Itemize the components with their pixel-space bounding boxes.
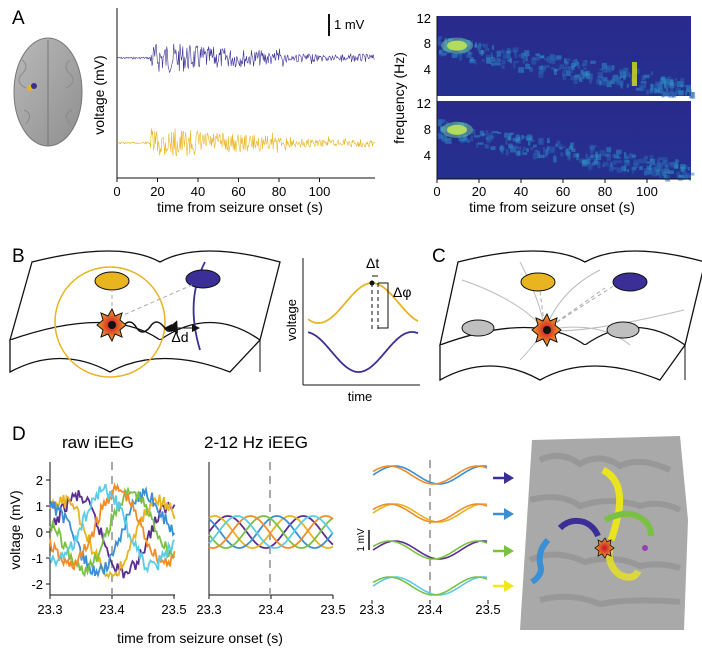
raw-ylabel: voltage (mV) (7, 490, 23, 569)
direction-arrow-icon (504, 508, 514, 520)
delta-d-label: Δd (171, 329, 188, 345)
pair-trace (372, 503, 488, 523)
cortex-schematic-c (439, 250, 702, 382)
scale-bar-label: 1 mV (334, 17, 365, 32)
d-xtick: 23.5 (320, 602, 345, 617)
voltage-xlabel: time from seizure onset (s) (157, 199, 323, 215)
d-xlabel: time from seizure onset (s) (117, 630, 283, 646)
direction-arrow-icon (504, 472, 514, 484)
pair-trace (372, 465, 488, 485)
voltage-xtick: 40 (191, 184, 205, 199)
spec-ytick: 12 (417, 11, 431, 26)
raw-trace (49, 485, 176, 579)
panel-label-c: C (432, 246, 446, 267)
voltage-xtick: 60 (231, 184, 245, 199)
spec-ytick: 4 (424, 62, 431, 77)
phase-plot-b: Δt Δφ voltage time (284, 255, 420, 404)
spec-ytick: 8 (424, 36, 431, 51)
direction-arrow-icon (504, 580, 514, 592)
panel-label-b: B (12, 246, 25, 267)
raw-traces (49, 482, 176, 580)
phase-ylabel: voltage (284, 299, 299, 341)
voltage-xtick: 0 (113, 184, 120, 199)
d-xtick: 23.4 (99, 602, 124, 617)
delta-phi-label: Δφ (393, 284, 411, 300)
spec-xtick: 80 (598, 184, 612, 199)
voltage-xtick: 80 (272, 184, 286, 199)
raw-ytick: -1 (31, 551, 43, 566)
yellow-voltage-trace (116, 128, 375, 157)
raw-ytick: 0 (36, 525, 43, 540)
pair-scale-label: 1 mV (356, 528, 367, 552)
voltage-xtick: 100 (309, 184, 331, 199)
voltage-xticks: 0 20 40 60 80 100 (113, 178, 330, 199)
filtered-trace (208, 515, 334, 549)
pair-trace (372, 540, 488, 560)
spec-xtick: 0 (433, 184, 440, 199)
direction-arrow-icon (504, 545, 514, 557)
spec-ytick: 8 (424, 122, 431, 137)
spec-xtick: 40 (514, 184, 528, 199)
pair-xtick: 23.5 (475, 602, 500, 617)
purple-voltage-trace (116, 43, 375, 74)
panel-label-d: D (12, 424, 26, 445)
d-xtick: 23.3 (196, 602, 221, 617)
purple-electrode-dot (31, 83, 37, 89)
spec-ytick: 12 (417, 96, 431, 111)
d-xtick: 23.3 (37, 602, 62, 617)
raw-ytick: 1 (36, 499, 43, 514)
spec-xtick: 100 (636, 184, 658, 199)
d-xtick: 23.4 (258, 602, 283, 617)
filtered-trace (208, 515, 334, 549)
raw-ytick: -2 (31, 577, 43, 592)
raw-trace (49, 483, 176, 574)
yellow-phase-wave (307, 282, 419, 324)
raw-trace (49, 490, 176, 579)
spectrogram-top (437, 16, 696, 99)
filtered-trace (208, 515, 334, 549)
spec-xtick: 60 (556, 184, 570, 199)
filtered-traces (208, 515, 334, 549)
delta-t-label: Δt (366, 255, 379, 271)
spec-xtick: 20 (472, 184, 486, 199)
pair-trace (372, 576, 488, 596)
spec-xlabel: time from seizure onset (s) (469, 199, 635, 215)
spectrogram-axes: frequency (Hz) 12 8 4 12 8 4 0 20 40 60 80 100 ti… (391, 11, 691, 215)
phase-xlabel: time (348, 389, 373, 404)
pair-xtick: 23.3 (359, 602, 384, 617)
voltage-xtick: 20 (150, 184, 164, 199)
cortex-schematic-b: Δd (9, 250, 281, 378)
raw-ytick: 2 (36, 473, 43, 488)
raw-title: raw iEEG (62, 433, 134, 452)
voltage-axes: voltage (mV) 0 20 40 60 80 100 time from seiz… (91, 8, 375, 215)
filtered-axes: 23.3 23.4 23.5 (196, 462, 346, 617)
panel-label-a: A (12, 8, 25, 29)
spec-ytick: 4 (424, 148, 431, 163)
spec-ylabel: frequency (Hz) (391, 52, 407, 144)
purple-phase-wave (307, 331, 419, 373)
brain-thumbnail (13, 37, 83, 147)
voltage-ylabel: voltage (mV) (91, 55, 107, 134)
brain-3d-render (520, 436, 688, 630)
filtered-trace (208, 515, 334, 549)
spectrogram-bottom (437, 101, 695, 182)
pair-xtick: 23.4 (417, 602, 442, 617)
raw-trace (49, 486, 176, 578)
raw-axes: voltage (mV) 2 1 0 -1 -2 23.3 23.4 23.5 (7, 462, 187, 617)
d-xtick: 23.5 (161, 602, 186, 617)
pair-plots: 1 mV 23.3 23.4 23.5 (356, 460, 514, 617)
filtered-title: 2-12 Hz iEEG (204, 433, 308, 452)
